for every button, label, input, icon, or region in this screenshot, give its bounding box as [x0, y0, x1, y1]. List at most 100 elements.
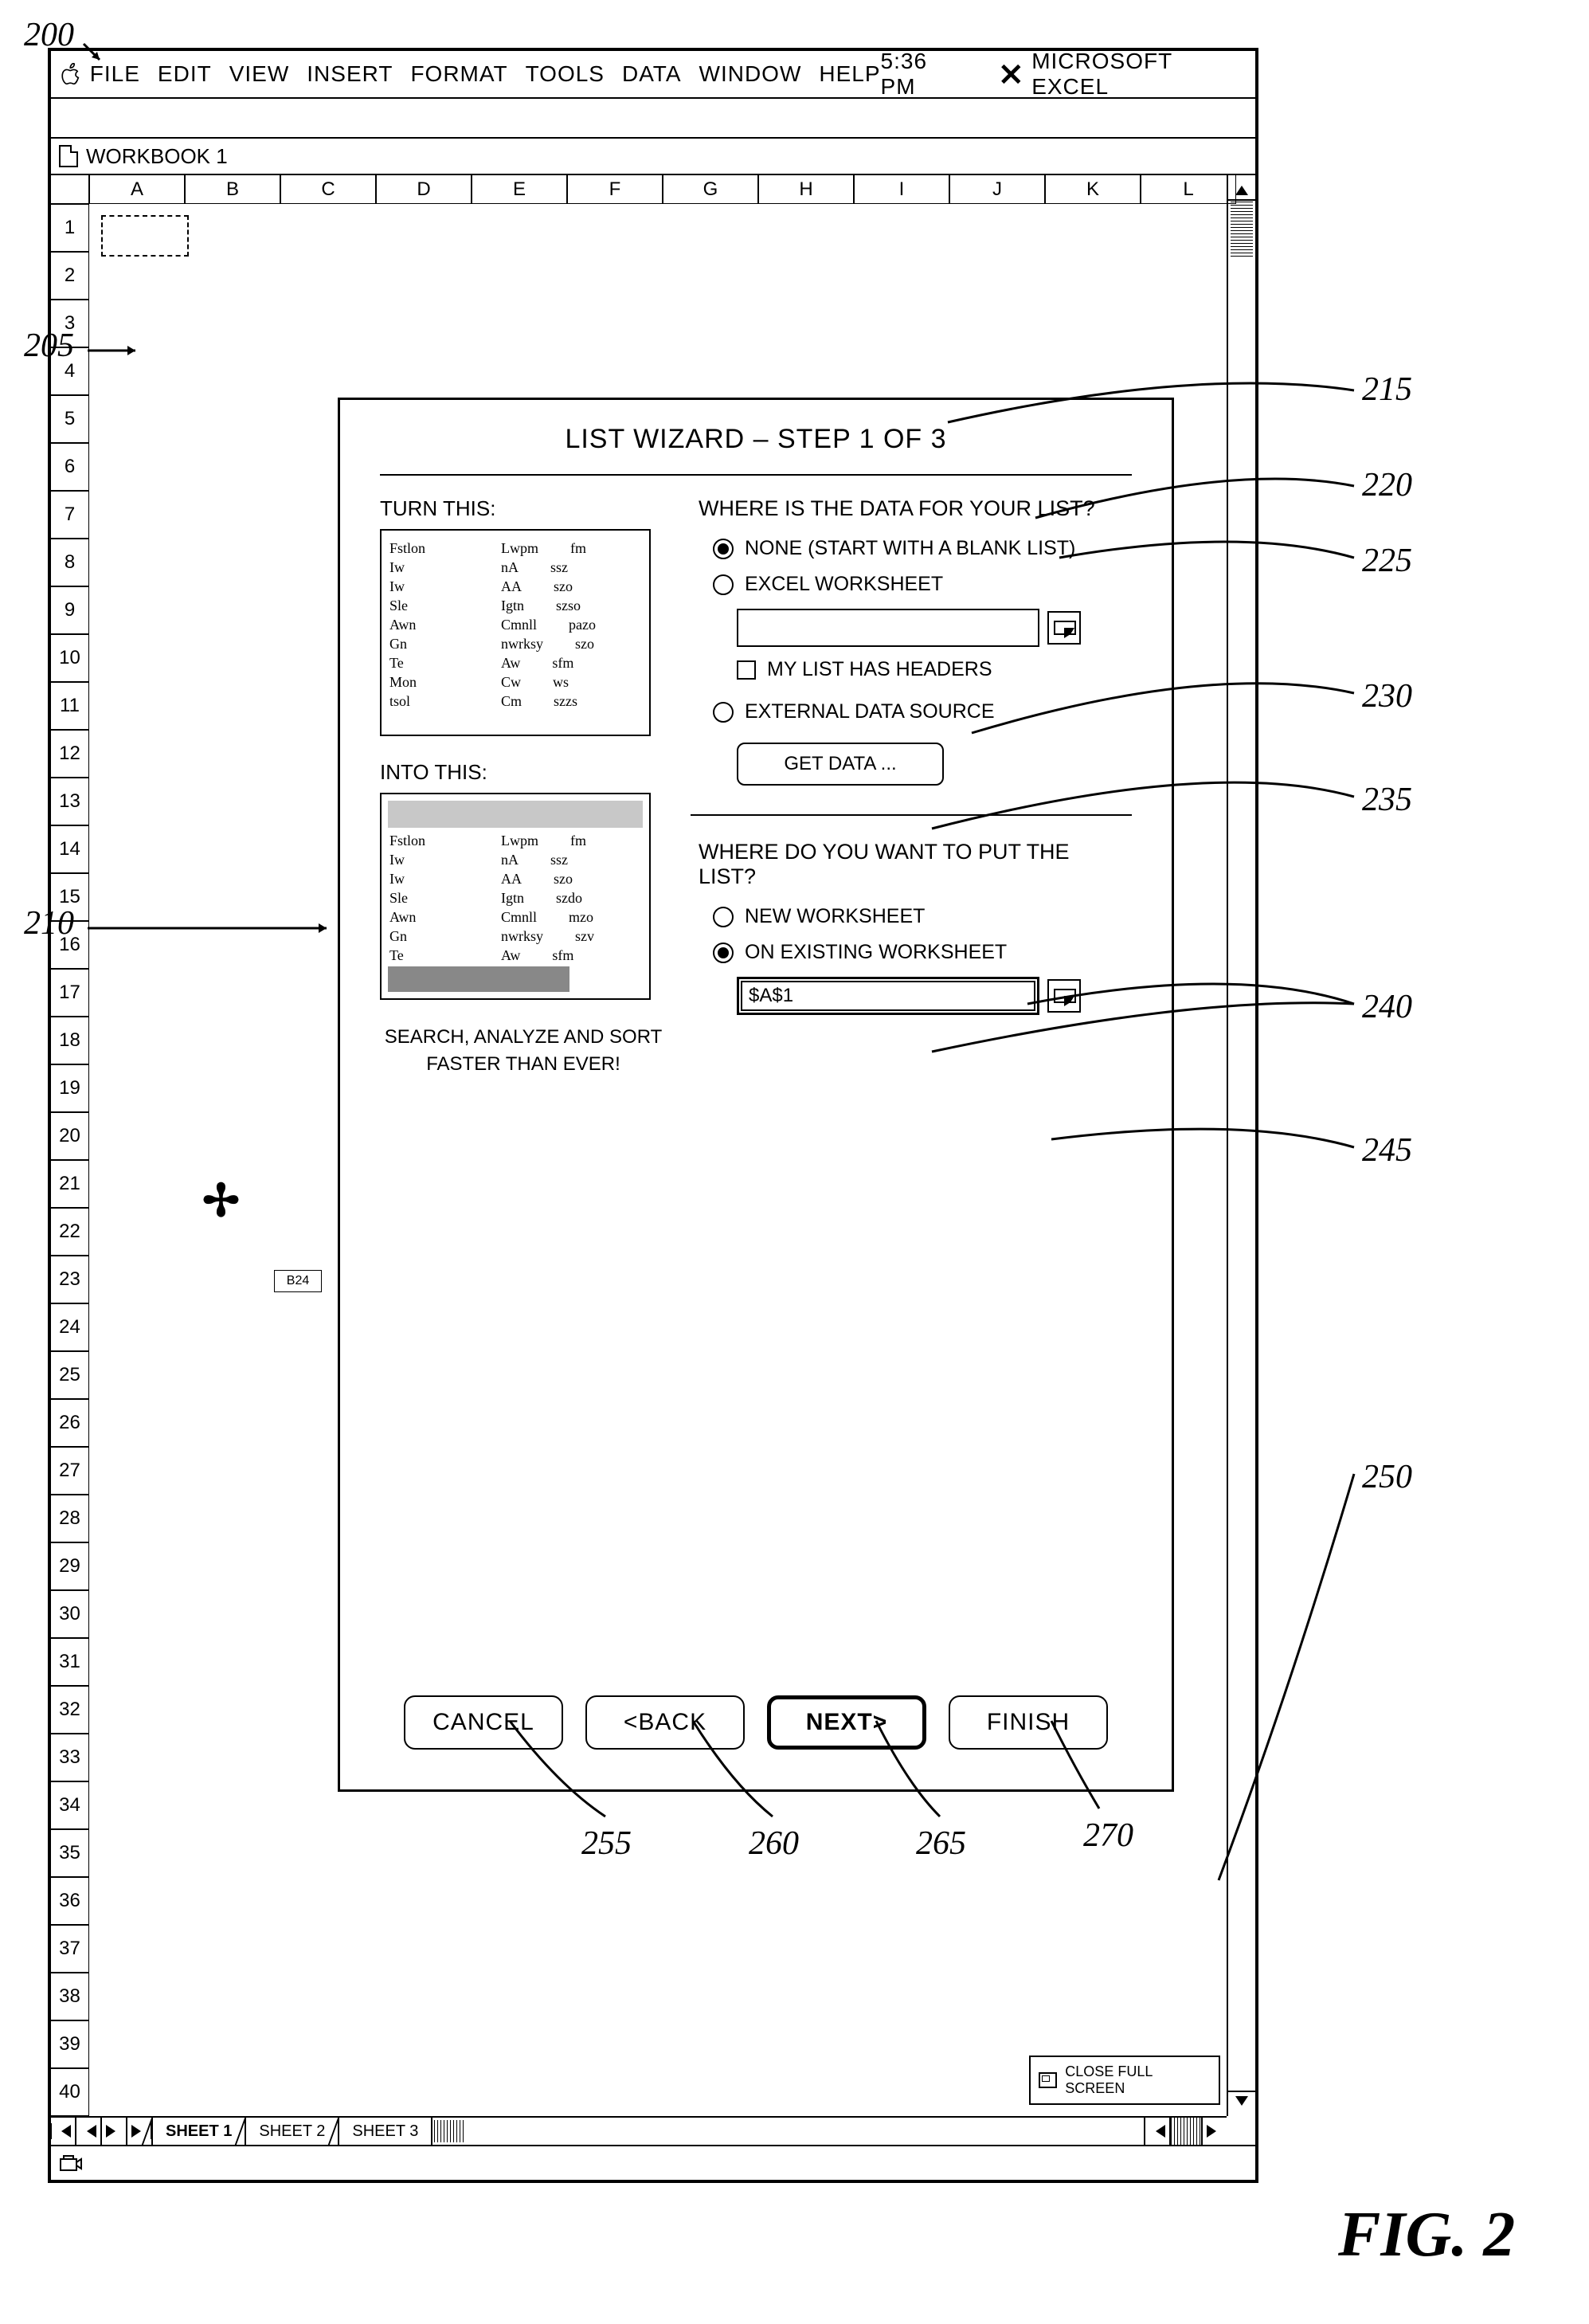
menu-insert[interactable]: INSERT: [307, 61, 393, 87]
radio-external-row[interactable]: EXTERNAL DATA SOURCE: [713, 700, 1132, 723]
back-button[interactable]: <BACK: [585, 1695, 745, 1750]
row-header[interactable]: 37: [51, 1925, 89, 1973]
hscroll-track[interactable]: [432, 2118, 1144, 2145]
hscroll-thumb[interactable]: [434, 2120, 466, 2142]
row-header[interactable]: 36: [51, 1877, 89, 1925]
sheet-tab-1[interactable]: SHEET 1: [153, 2118, 246, 2145]
scroll-left-button[interactable]: [1144, 2118, 1169, 2145]
column-header[interactable]: D: [376, 175, 472, 204]
sheet-nav-first[interactable]: [51, 2118, 76, 2145]
column-header[interactable]: B: [185, 175, 280, 204]
row-header[interactable]: 10: [51, 634, 89, 682]
menu-data[interactable]: DATA: [622, 61, 682, 87]
row-header[interactable]: 33: [51, 1734, 89, 1781]
row-header[interactable]: 23: [51, 1256, 89, 1303]
row-header[interactable]: 40: [51, 2068, 89, 2116]
radio-existing-worksheet[interactable]: [713, 943, 734, 963]
menu-view[interactable]: VIEW: [229, 61, 290, 87]
radio-none[interactable]: [713, 539, 734, 559]
column-header[interactable]: J: [949, 175, 1045, 204]
hscroll-mid-thumb[interactable]: [1169, 2118, 1201, 2145]
row-header[interactable]: 12: [51, 730, 89, 778]
vscroll-thumb[interactable]: [1231, 201, 1253, 257]
range-picker-button[interactable]: [1047, 611, 1081, 645]
row-header[interactable]: 13: [51, 778, 89, 825]
row-header[interactable]: 3: [51, 300, 89, 347]
row-header[interactable]: 21: [51, 1160, 89, 1208]
radio-external[interactable]: [713, 702, 734, 723]
column-header[interactable]: I: [854, 175, 949, 204]
sheet-nav-last[interactable]: [127, 2118, 153, 2145]
row-header[interactable]: 25: [51, 1351, 89, 1399]
row-header[interactable]: 39: [51, 2020, 89, 2068]
row-header[interactable]: 20: [51, 1112, 89, 1160]
close-full-screen-button[interactable]: CLOSE FULL SCREEN: [1029, 2056, 1220, 2105]
column-header[interactable]: C: [280, 175, 376, 204]
radio-new-worksheet[interactable]: [713, 907, 734, 927]
row-header[interactable]: 14: [51, 825, 89, 873]
select-all-corner[interactable]: [51, 175, 89, 204]
finish-button[interactable]: FINISH: [949, 1695, 1108, 1750]
scroll-down-button[interactable]: [1228, 2091, 1255, 2116]
row-header[interactable]: 32: [51, 1686, 89, 1734]
scroll-up-button[interactable]: [1228, 175, 1255, 201]
row-header[interactable]: 19: [51, 1064, 89, 1112]
row-header[interactable]: 34: [51, 1781, 89, 1829]
row-header[interactable]: 26: [51, 1399, 89, 1447]
radio-excel-row[interactable]: EXCEL WORKSHEET: [713, 573, 1132, 596]
row-header[interactable]: 35: [51, 1829, 89, 1877]
row-header[interactable]: 18: [51, 1017, 89, 1064]
column-header[interactable]: A: [89, 175, 185, 204]
column-header[interactable]: L: [1141, 175, 1236, 204]
column-header[interactable]: K: [1045, 175, 1141, 204]
row-header[interactable]: 5: [51, 395, 89, 443]
checkbox-headers-label: MY LIST HAS HEADERS: [767, 658, 992, 681]
sheet-tab-2[interactable]: SHEET 2: [246, 2118, 339, 2145]
row-header[interactable]: 27: [51, 1447, 89, 1495]
radio-existing-row[interactable]: ON EXISTING WORKSHEET: [713, 941, 1132, 964]
row-header[interactable]: 16: [51, 921, 89, 969]
radio-excel[interactable]: [713, 574, 734, 595]
row-header[interactable]: 1: [51, 204, 89, 252]
range-input[interactable]: [737, 609, 1039, 647]
menu-format[interactable]: FORMAT: [410, 61, 507, 87]
row-header[interactable]: 28: [51, 1495, 89, 1542]
row-header[interactable]: 8: [51, 539, 89, 586]
next-button[interactable]: NEXT>: [767, 1695, 926, 1750]
row-header[interactable]: 11: [51, 682, 89, 730]
row-header[interactable]: 38: [51, 1973, 89, 2020]
vertical-scrollbar[interactable]: [1227, 175, 1255, 2116]
row-header[interactable]: 2: [51, 252, 89, 300]
row-header[interactable]: 31: [51, 1638, 89, 1686]
column-header[interactable]: H: [758, 175, 854, 204]
row-header[interactable]: 7: [51, 491, 89, 539]
row-header[interactable]: 22: [51, 1208, 89, 1256]
cancel-button[interactable]: CANCEL: [404, 1695, 563, 1750]
row-header[interactable]: 15: [51, 873, 89, 921]
menu-edit[interactable]: EDIT: [158, 61, 212, 87]
column-header[interactable]: E: [472, 175, 567, 204]
menu-window[interactable]: WINDOW: [699, 61, 802, 87]
checkbox-headers-row[interactable]: MY LIST HAS HEADERS: [737, 658, 1132, 681]
row-header[interactable]: 29: [51, 1542, 89, 1590]
sheet-nav-next[interactable]: [102, 2118, 127, 2145]
column-header[interactable]: F: [567, 175, 663, 204]
row-header[interactable]: 30: [51, 1590, 89, 1638]
destination-cell-input[interactable]: $A$1: [737, 977, 1039, 1015]
radio-newws-row[interactable]: NEW WORKSHEET: [713, 905, 1132, 928]
radio-none-row[interactable]: NONE (START WITH A BLANK LIST): [713, 537, 1132, 560]
menu-tools[interactable]: TOOLS: [526, 61, 605, 87]
row-header[interactable]: 9: [51, 586, 89, 634]
scroll-right-button[interactable]: [1201, 2118, 1227, 2145]
column-header[interactable]: G: [663, 175, 758, 204]
sheet-tab-3[interactable]: SHEET 3: [339, 2118, 432, 2145]
menu-help[interactable]: HELP: [819, 61, 880, 87]
row-header[interactable]: 4: [51, 347, 89, 395]
row-header[interactable]: 24: [51, 1303, 89, 1351]
get-data-button[interactable]: GET DATA ...: [737, 743, 944, 786]
row-header[interactable]: 17: [51, 969, 89, 1017]
sheet-nav-prev[interactable]: [76, 2118, 102, 2145]
checkbox-headers[interactable]: [737, 660, 756, 680]
row-header[interactable]: 6: [51, 443, 89, 491]
destination-picker-button[interactable]: [1047, 979, 1081, 1013]
